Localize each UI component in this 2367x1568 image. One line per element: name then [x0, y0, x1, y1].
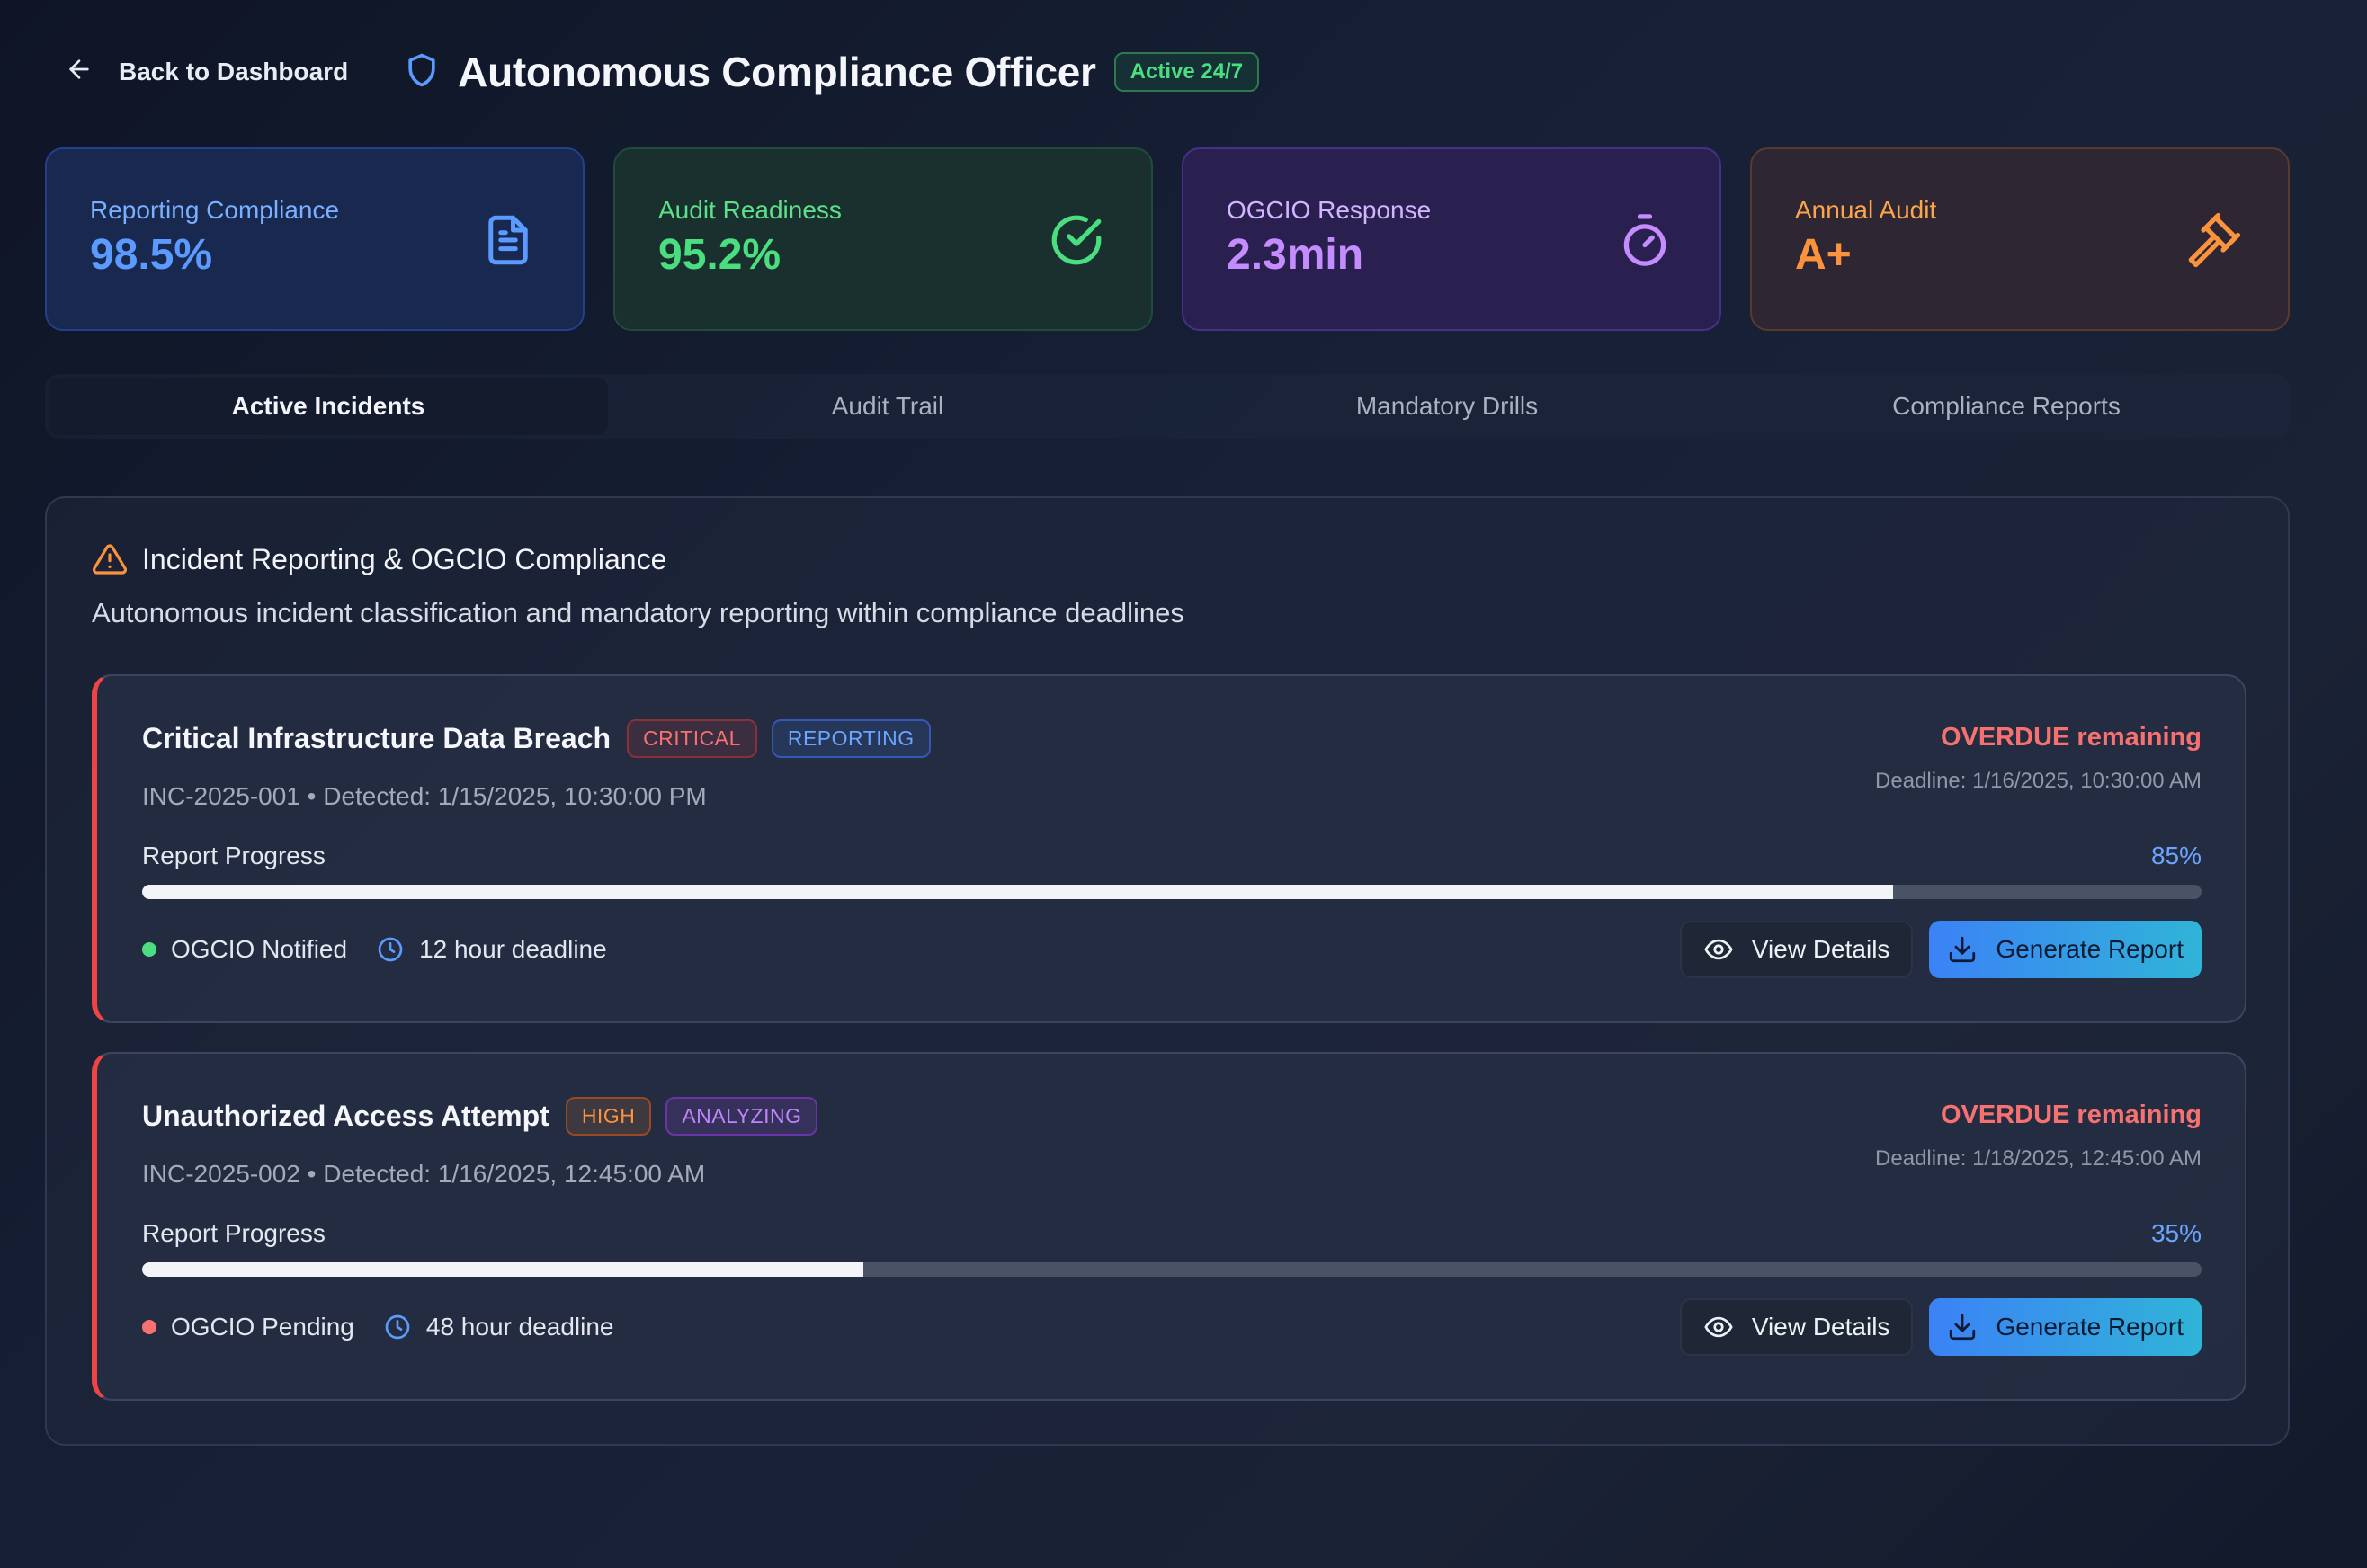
tab-audit-trail[interactable]: Audit Trail — [831, 392, 944, 420]
progress-bar — [142, 1262, 2202, 1277]
check-circle-icon — [1051, 215, 1102, 265]
eye-icon — [1704, 939, 1733, 960]
deadline-text: Deadline: 1/18/2025, 12:45:00 AM — [1875, 1146, 2202, 1171]
panel-header: Incident Reporting & OGCIO Compliance Au… — [92, 541, 1184, 629]
progress-fill — [142, 885, 1893, 899]
view-details-label: View Details — [1751, 935, 1890, 963]
status-badge: Active 24/7 — [1113, 52, 1260, 92]
stat-value: 95.2% — [658, 231, 782, 279]
time-remaining: OVERDUE remaining — [1940, 1100, 2202, 1129]
deadline-window: 12 hour deadline — [419, 935, 607, 963]
severity-badge: CRITICAL — [627, 719, 757, 758]
stat-value: 2.3min — [1227, 231, 1364, 279]
back-label: Back to Dashboard — [119, 58, 349, 85]
view-details-button[interactable]: View Details — [1679, 1298, 1914, 1356]
panel-title: Incident Reporting & OGCIO Compliance — [142, 542, 667, 575]
incident-card: Critical Infrastructure Data Breach CRIT… — [92, 674, 2246, 1023]
document-icon — [488, 215, 528, 265]
back-to-dashboard-button[interactable]: Back to Dashboard — [65, 55, 348, 90]
ogcio-status-dot — [142, 1320, 156, 1334]
progress-fill — [142, 1262, 863, 1277]
gavel-icon — [2188, 212, 2241, 268]
generate-report-label: Generate Report — [1996, 1313, 2184, 1341]
deadline-text: Deadline: 1/16/2025, 10:30:00 AM — [1875, 769, 2202, 793]
stat-label: Audit Readiness — [658, 196, 842, 224]
progress-bar — [142, 885, 2202, 899]
ogcio-status: OGCIO Pending — [171, 1313, 354, 1341]
incident-card: Unauthorized Access Attempt HIGH ANALYZI… — [92, 1052, 2246, 1401]
view-details-button[interactable]: View Details — [1679, 921, 1914, 978]
stats-row: Reporting Compliance 98.5% Audit Readine… — [45, 147, 2290, 331]
progress-label: Report Progress — [142, 842, 326, 869]
deadline-window: 48 hour deadline — [425, 1313, 614, 1341]
stat-card-ogcio-response: OGCIO Response 2.3min — [1182, 147, 1721, 331]
page-title: Autonomous Compliance Officer — [458, 49, 1096, 95]
clock-icon — [378, 937, 403, 962]
progress-percent: 85% — [2150, 842, 2202, 869]
stat-card-annual-audit: Annual Audit A+ — [1750, 147, 2290, 331]
download-icon — [1950, 1314, 1976, 1341]
header: Back to Dashboard Autonomous Compliance … — [65, 47, 1260, 97]
stat-label: Annual Audit — [1795, 196, 1937, 224]
eye-icon — [1704, 1316, 1733, 1338]
incident-meta: INC-2025-001 • Detected: 1/15/2025, 10:3… — [142, 782, 707, 810]
ogcio-status-dot — [142, 942, 156, 957]
incident-title: Critical Infrastructure Data Breach — [142, 722, 612, 754]
tab-bar: Active Incidents Audit Trail Mandatory D… — [45, 374, 2290, 439]
generate-report-button[interactable]: Generate Report — [1929, 1298, 2202, 1356]
ogcio-status: OGCIO Notified — [171, 935, 348, 963]
generate-report-label: Generate Report — [1996, 935, 2184, 963]
stat-label: Reporting Compliance — [90, 196, 340, 224]
generate-report-button[interactable]: Generate Report — [1929, 921, 2202, 978]
stat-card-reporting-compliance: Reporting Compliance 98.5% — [45, 147, 585, 331]
incident-panel: Incident Reporting & OGCIO Compliance Au… — [45, 496, 2290, 1446]
stat-value: 98.5% — [90, 231, 213, 279]
download-icon — [1950, 936, 1976, 963]
incident-title: Unauthorized Access Attempt — [142, 1100, 549, 1132]
stat-value: A+ — [1795, 231, 1852, 279]
progress-label: Report Progress — [142, 1219, 326, 1247]
stat-label: OGCIO Response — [1227, 196, 1432, 224]
timer-icon — [1623, 214, 1666, 266]
status-badge: ANALYZING — [665, 1097, 818, 1136]
incident-meta: INC-2025-002 • Detected: 1/16/2025, 12:4… — [142, 1160, 706, 1188]
tab-compliance-reports[interactable]: Compliance Reports — [1892, 392, 2121, 420]
panel-description: Autonomous incident classification and m… — [92, 597, 1184, 628]
view-details-label: View Details — [1751, 1313, 1890, 1341]
status-badge: REPORTING — [771, 719, 931, 758]
stat-card-audit-readiness: Audit Readiness 95.2% — [613, 147, 1153, 331]
progress-percent: 35% — [2150, 1219, 2202, 1247]
warning-icon — [92, 544, 128, 575]
tab-mandatory-drills[interactable]: Mandatory Drills — [1355, 392, 1539, 420]
clock-icon — [385, 1314, 410, 1340]
arrow-left-icon — [65, 55, 94, 90]
tab-active-incidents[interactable]: Active Incidents — [49, 378, 608, 435]
severity-badge: HIGH — [565, 1097, 652, 1136]
time-remaining: OVERDUE remaining — [1940, 723, 2202, 752]
shield-icon — [402, 50, 442, 94]
